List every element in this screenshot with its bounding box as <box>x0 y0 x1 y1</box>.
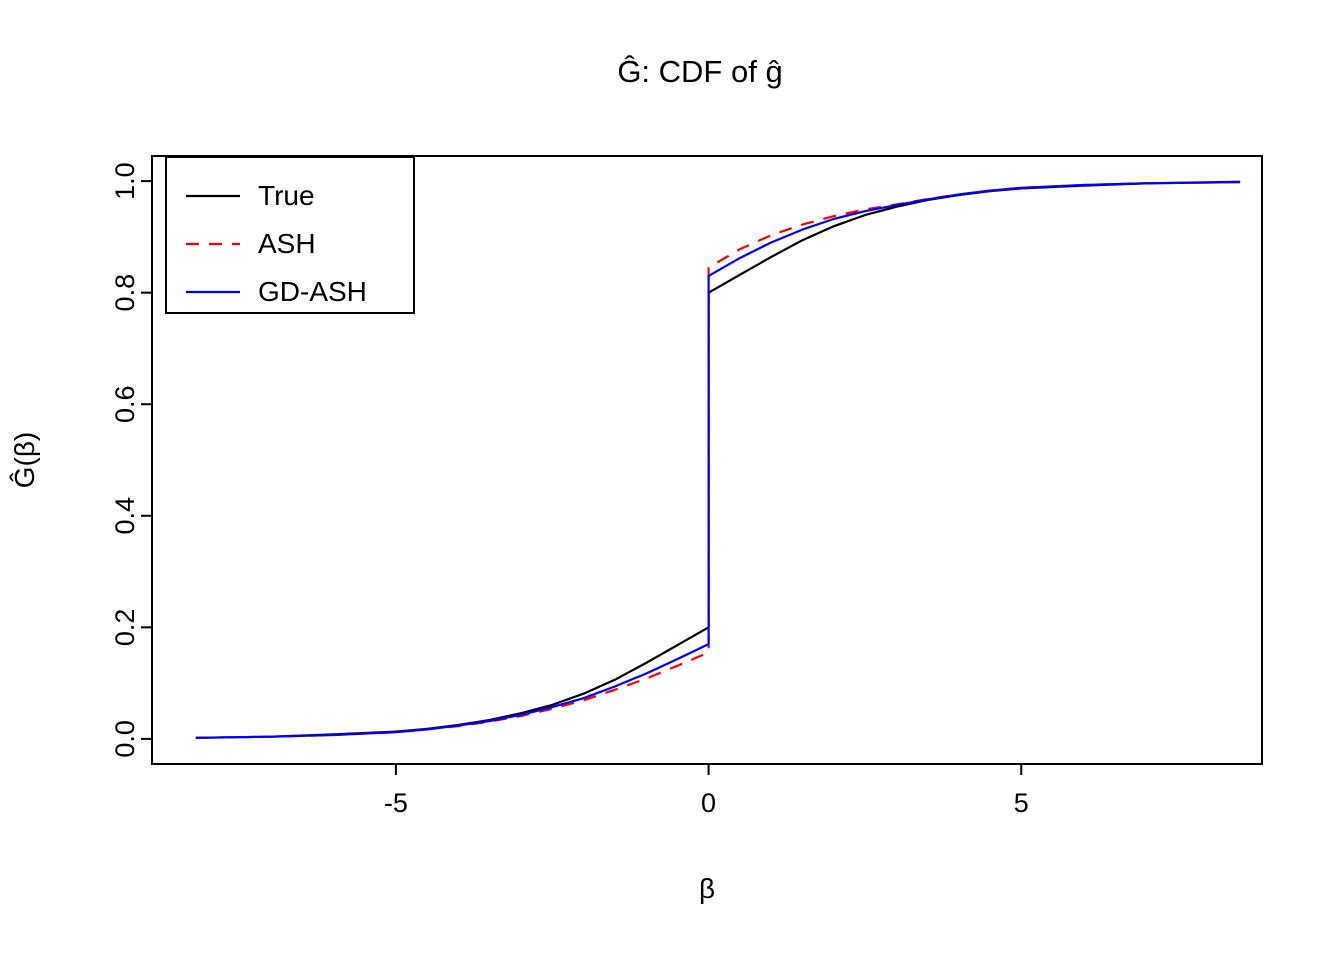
series-line-gd-ash <box>195 180 1241 739</box>
y-tick-label: 0.6 <box>110 385 140 423</box>
legend-box <box>165 156 415 314</box>
y-axis-label: Ĝ(β) <box>9 432 40 489</box>
x-axis-label: β <box>699 873 715 904</box>
y-tick-label: 0.2 <box>110 609 140 647</box>
plot-box <box>151 155 1263 765</box>
legend-label-gd-ash: GD-ASH <box>258 276 367 307</box>
legend-label-true: True <box>258 180 315 211</box>
x-tick-label: -5 <box>384 788 408 818</box>
y-tick-label: 0.8 <box>110 274 140 312</box>
x-tick-label: 0 <box>701 788 716 818</box>
legend-label-ash: ASH <box>258 228 316 259</box>
y-tick-label: 1.0 <box>110 162 140 200</box>
chart-content: -5 0 5 0.0 0.2 0.4 0.6 0.8 1.0 True ASH GD-ASH <box>110 155 1263 818</box>
chart-title: Ĝ: CDF of ĝ <box>617 54 782 89</box>
y-tick-label: 0.0 <box>110 720 140 758</box>
x-tick-label: 5 <box>1014 788 1029 818</box>
y-tick-label: 0.4 <box>110 497 140 535</box>
